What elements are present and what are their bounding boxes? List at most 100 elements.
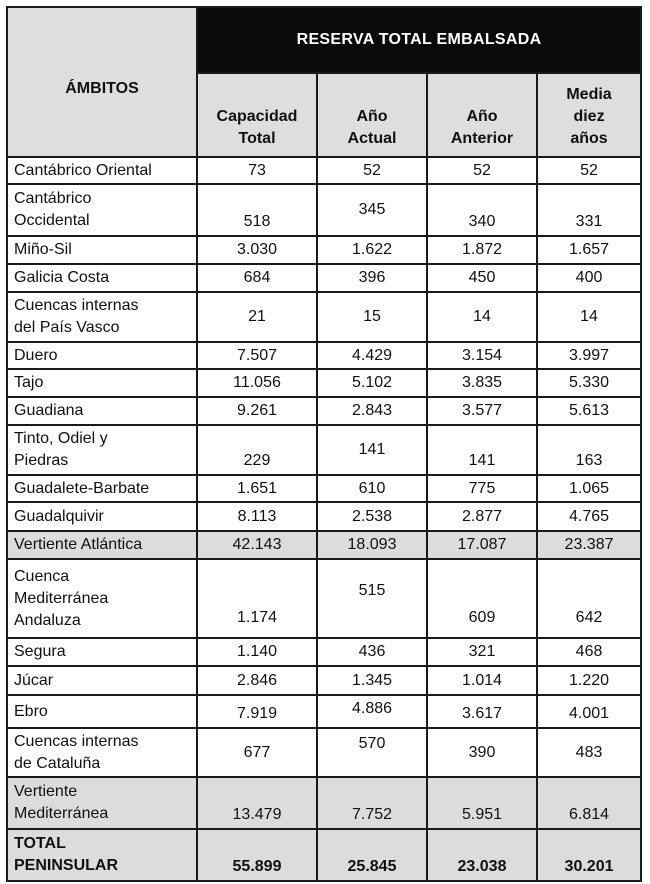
cell-ano-anterior: 52 [426, 156, 538, 185]
cell-media: 4.765 [535, 501, 643, 532]
table-row: Cuencas internas de Cataluña 677 570 390 … [6, 727, 643, 778]
row-label: Guadalquivir [6, 501, 198, 532]
cell-media: 30.201 [535, 828, 643, 882]
row-label-line: del País Vasco [14, 319, 120, 336]
cell-media: 14 [535, 291, 643, 343]
cell-capacidad: 55.899 [196, 828, 318, 882]
cell-media: 4.001 [535, 694, 643, 729]
cell-ano-anterior: 3.617 [426, 694, 538, 729]
cell-ano-anterior: 5.951 [426, 776, 538, 830]
cell-ano-actual: 1.622 [316, 235, 428, 265]
cell-capacidad: 13.479 [196, 776, 318, 830]
table-row: Segura 1.140 436 321 468 [6, 637, 643, 667]
cell-ano-anterior: 321 [426, 637, 538, 667]
row-label-line: Duero [14, 346, 58, 364]
cell-capacidad: 73 [196, 156, 318, 185]
cell-capacidad: 1.140 [196, 637, 318, 667]
table-row: Guadiana 9.261 2.843 3.577 5.613 [6, 396, 643, 426]
cell-media: 1.657 [535, 235, 643, 265]
row-label-line: Cantábrico Oriental [14, 161, 152, 179]
cell-capacidad: 684 [196, 263, 318, 293]
cell-ano-anterior: 340 [426, 183, 538, 237]
cell-ano-actual: 345 [316, 183, 428, 237]
cell-ano-actual: 396 [316, 263, 428, 293]
col-header-media-diez-anos: Media diez años [535, 72, 643, 158]
reserve-table-container: ÁMBITOS RESERVA TOTAL EMBALSADA Capacida… [6, 6, 643, 882]
row-label: TOTAL PENINSULAR [6, 828, 198, 882]
row-label: Duero [6, 341, 198, 370]
cell-media: 5.330 [535, 368, 643, 398]
table-row: Cuencas internas del País Vasco 21 15 14 … [6, 291, 643, 343]
row-label-line: de Cataluña [14, 754, 101, 772]
row-label-line: Tinto, Odiel y [14, 430, 108, 447]
cell-ano-actual: 18.093 [316, 530, 428, 560]
reserve-banner: RESERVA TOTAL EMBALSADA [195, 6, 643, 74]
table-row: Júcar 2.846 1.345 1.014 1.220 [6, 665, 643, 696]
cell-ano-anterior: 17.087 [426, 530, 538, 560]
row-label-line: Mediterránea [14, 589, 109, 607]
row-label: Cuencas internas de Cataluña [6, 727, 198, 778]
cell-media: 483 [535, 727, 643, 778]
cell-capacidad: 11.056 [196, 368, 318, 398]
table-row: Cantábrico Oriental 73 52 52 52 [6, 156, 643, 185]
cell-ano-anterior: 775 [426, 474, 538, 503]
ambitos-header-label: ÁMBITOS [65, 80, 139, 97]
reserve-banner-label: RESERVA TOTAL EMBALSADA [296, 31, 542, 48]
cell-ano-actual: 7.752 [316, 776, 428, 830]
cell-capacidad: 21 [196, 291, 318, 343]
row-label: Miño-Sil [6, 235, 198, 265]
row-label-line: Andaluza [14, 611, 81, 629]
cell-ano-anterior: 2.877 [426, 501, 538, 532]
cell-ano-actual: 4.886 [316, 694, 428, 729]
row-label-line: Cuenca [14, 567, 70, 585]
cell-ano-anterior: 23.038 [426, 828, 538, 882]
cell-ano-anterior: 141 [426, 424, 538, 476]
cell-ano-actual: 436 [316, 637, 428, 667]
row-label-line: Júcar [14, 671, 54, 689]
cell-capacidad: 229 [196, 424, 318, 476]
col-header-ano-actual: Año Actual [316, 72, 428, 158]
row-label-line: Cuencas internas [14, 732, 139, 750]
col-header-line: Capacidad [216, 108, 298, 125]
cell-media: 468 [535, 637, 643, 667]
col-header-ano-anterior: Año Anterior [426, 72, 538, 158]
table-row: Tajo 11.056 5.102 3.835 5.330 [6, 368, 643, 398]
cell-media: 52 [535, 156, 643, 185]
row-label: Vertiente Atlántica [6, 530, 198, 560]
row-label: Tajo [6, 368, 198, 398]
cell-ano-actual: 25.845 [316, 828, 428, 882]
row-label-line: Occidental [14, 212, 90, 229]
cell-ano-anterior: 450 [426, 263, 538, 293]
cell-ano-anterior: 14 [426, 291, 538, 343]
cell-ano-anterior: 3.835 [426, 368, 538, 398]
row-label-line: Piedras [14, 452, 69, 469]
cell-ano-anterior: 390 [426, 727, 538, 778]
row-label-line: Galicia Costa [14, 269, 110, 286]
row-label: Galicia Costa [6, 263, 198, 293]
total-row: TOTAL PENINSULAR 55.899 25.845 23.038 30.… [6, 828, 643, 882]
row-label: Cuenca Mediterránea Andaluza [6, 558, 198, 639]
table-row: Galicia Costa 684 396 450 400 [6, 263, 643, 293]
cell-media: 5.613 [535, 396, 643, 426]
row-label: Ebro [6, 694, 198, 729]
ambitos-header: ÁMBITOS [6, 6, 198, 158]
cell-media: 1.220 [535, 665, 643, 696]
table-row: Ebro 7.919 4.886 3.617 4.001 [6, 694, 643, 729]
cell-ano-actual: 4.429 [316, 341, 428, 370]
cell-capacidad: 677 [196, 727, 318, 778]
row-label: Segura [6, 637, 198, 667]
cell-media: 331 [535, 183, 643, 237]
cell-media: 642 [535, 558, 643, 639]
cell-ano-actual: 515 [316, 558, 428, 639]
cell-ano-anterior: 1.014 [426, 665, 538, 696]
cell-capacidad: 3.030 [196, 235, 318, 265]
row-label-line: Tajo [14, 374, 44, 391]
col-header-line: diez [573, 108, 605, 125]
row-label-line: Guadalete-Barbate [14, 479, 150, 497]
row-label: Cuencas internas del País Vasco [6, 291, 198, 343]
cell-media: 1.065 [535, 474, 643, 503]
row-label: Cantábrico Oriental [6, 156, 198, 185]
row-label-line: Miño-Sil [14, 241, 72, 258]
cell-ano-anterior: 3.577 [426, 396, 538, 426]
cell-media: 163 [535, 424, 643, 476]
